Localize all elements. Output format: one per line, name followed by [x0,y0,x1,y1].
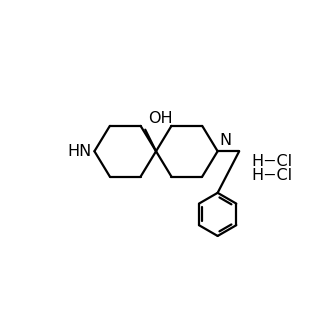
Text: OH: OH [148,111,173,126]
Text: H−Cl: H−Cl [251,168,293,183]
Text: H−Cl: H−Cl [251,154,293,169]
Text: HN: HN [67,144,91,159]
Text: N: N [219,133,231,148]
